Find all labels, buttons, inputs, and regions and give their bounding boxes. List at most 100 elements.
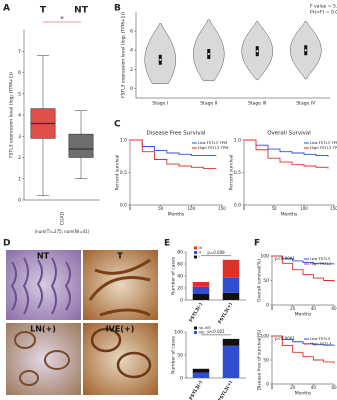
legend-label: Low FSTL3 TPM: [198, 140, 227, 145]
annotation: Pr(>F) = 0.000616: [310, 10, 337, 16]
y-tick-label: 80: [177, 250, 183, 256]
x-tick-label: 100: [300, 206, 308, 211]
x-tick-label: FSTL3(+): [217, 302, 234, 325]
y-tick-label: 0: [180, 376, 183, 382]
image-label: NT: [37, 252, 50, 261]
y-tick-label: 1: [18, 176, 21, 182]
annotation: F value = 5.9: [310, 4, 337, 10]
y-axis-label: Overall survival(%): [257, 259, 263, 302]
survival-curve: [130, 139, 217, 157]
y-axis-label: Number of cases: [171, 256, 177, 295]
significance: *: [60, 15, 64, 23]
bar-segment: [192, 282, 210, 287]
x-tick-label: 40: [311, 306, 317, 311]
y-tick-label: 7: [18, 49, 21, 55]
texture: [90, 327, 152, 379]
y-tick-label: 1.0: [120, 138, 127, 144]
chart-title: Disease Free Survival: [147, 131, 206, 137]
legend-label: High FSTL3: [310, 341, 332, 346]
x-tick-label: 0: [243, 206, 246, 211]
y-axis-label: Percent survival: [115, 155, 121, 191]
x-tick-label: 0: [271, 385, 274, 390]
y-tick-label: 3: [18, 134, 21, 140]
annotation: p<0.0001: [275, 256, 295, 261]
x-tick-label: 150: [330, 206, 337, 211]
y-tick-label: 0: [266, 382, 269, 388]
y-tick-label: 40: [177, 274, 183, 280]
histology: NT T LN(+) IVE(+): [6, 250, 158, 395]
y-tick-label: 0.5: [120, 170, 127, 176]
median: [159, 58, 162, 61]
y-tick-label: 6: [130, 29, 133, 35]
legend-swatch: [194, 251, 197, 254]
legend-swatch: [194, 331, 197, 334]
survival-curve: [244, 139, 329, 157]
y-tick-label: 4: [18, 113, 21, 119]
legend-label: IVE: [199, 330, 206, 335]
legend-swatch: [194, 326, 197, 330]
x-axis-label: Months: [281, 212, 298, 218]
legend-label: Low FSTL3 TPM: [310, 140, 337, 145]
legend-label: High FSTL3 TPM: [310, 145, 337, 150]
legend-label: no-IVE: [199, 325, 212, 330]
legend-label: High FSTL3 TPM: [198, 145, 228, 150]
box: [68, 133, 94, 158]
x-tick-label: 20: [290, 385, 296, 390]
annotation: p<0.001: [207, 329, 225, 334]
panel-label: B: [114, 4, 121, 14]
y-tick-label: 0: [130, 86, 133, 92]
bar-segment: [192, 372, 210, 378]
texture: [14, 331, 71, 386]
x-tick-label: 40: [311, 385, 317, 390]
annotation: p=0.008: [207, 250, 225, 255]
annotation: p<0.0001: [275, 336, 295, 341]
panel-label: D: [3, 239, 10, 249]
survival-curve: [244, 139, 329, 169]
panel-label: E: [164, 239, 170, 249]
y-tick-label: 0.5: [234, 170, 241, 176]
x-tick-label: Stage III: [248, 101, 266, 107]
y-tick-label: 100: [260, 334, 269, 340]
y-tick-label: 0: [266, 303, 269, 309]
y-tick-label: 100: [174, 330, 183, 336]
x-axis-label: Months: [295, 312, 312, 318]
x-tick-label: FSTL3(-): [188, 302, 204, 324]
y-tick-label: 50: [263, 358, 269, 364]
legend-label: III: [199, 245, 202, 250]
x-tick-label: Stage II: [200, 101, 217, 107]
image-label: IVE(+): [106, 325, 135, 334]
x-axis-label: COAD: [60, 211, 66, 225]
y-axis-label: Percent survival: [229, 155, 235, 191]
panel-label: C: [114, 120, 121, 130]
y-axis-label: Number of cases: [171, 335, 177, 374]
survival-curve: [272, 335, 335, 364]
x-tick-label: FSTL3(-): [188, 380, 204, 400]
y-tick-label: 20: [177, 286, 183, 292]
chart-title: Overall Survival: [267, 131, 311, 137]
x-tick-label: 60: [331, 385, 337, 390]
x-tick-label: Stage IV: [296, 101, 316, 107]
violin: [144, 23, 177, 84]
y-tick-label: 0.0: [234, 203, 241, 209]
median: [304, 49, 307, 52]
x-axis-label: Months: [295, 391, 312, 397]
y-tick-label: 0: [180, 298, 183, 304]
bar-segment: [192, 368, 210, 373]
x-tick-label: 100: [188, 206, 196, 211]
x-tick-label: 150: [218, 206, 226, 211]
y-tick-label: 2: [18, 155, 21, 161]
y-tick-label: 60: [177, 262, 183, 268]
bar-segment: [222, 345, 240, 378]
image-label: LN(+): [30, 325, 56, 334]
x-axis-note: (num(T)=275; num(N)=41): [35, 229, 90, 234]
x-tick-label: 50: [271, 206, 277, 211]
panel-label: F: [254, 239, 260, 249]
legend-label: I: [199, 254, 200, 259]
legend-swatch: [194, 246, 197, 250]
legend-label: II: [199, 250, 201, 255]
legend-label: Low FSTL3: [310, 256, 331, 261]
x-tick-label: FSTL3(+): [217, 380, 234, 400]
image: [6, 250, 81, 320]
y-tick-label: 2: [130, 67, 133, 73]
